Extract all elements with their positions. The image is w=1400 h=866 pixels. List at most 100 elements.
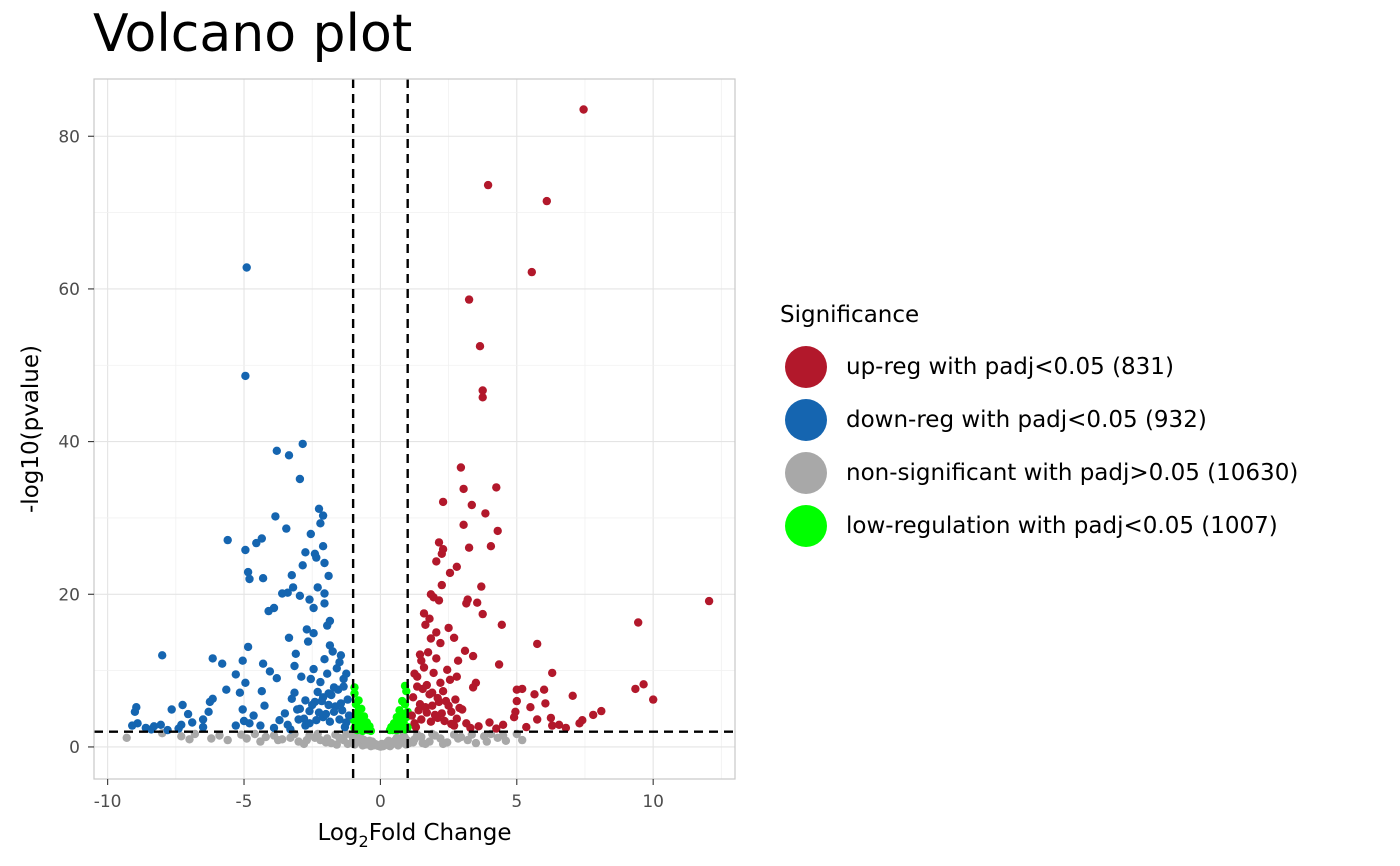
data-point <box>215 731 224 740</box>
data-point <box>321 709 331 719</box>
data-point <box>318 542 328 551</box>
data-point <box>303 637 313 646</box>
data-point <box>353 732 362 741</box>
data-point <box>336 651 346 660</box>
data-points <box>122 105 714 751</box>
data-point <box>460 646 470 655</box>
data-point <box>291 649 300 658</box>
data-point <box>256 721 265 730</box>
data-point <box>243 642 253 652</box>
data-point <box>342 669 351 678</box>
data-point <box>241 545 250 555</box>
data-point <box>147 725 156 734</box>
data-point <box>306 529 315 539</box>
data-point <box>282 524 291 533</box>
data-point <box>287 694 296 703</box>
legend-label-up-reg: up-reg with padj<0.05 (831) <box>846 353 1174 380</box>
data-point <box>316 519 325 528</box>
data-point <box>288 583 298 592</box>
data-point <box>245 719 254 728</box>
data-point <box>497 620 506 629</box>
data-point <box>313 583 322 592</box>
data-point <box>328 647 337 656</box>
data-point <box>323 621 332 630</box>
data-point <box>128 721 137 730</box>
data-point <box>163 725 172 735</box>
data-point <box>459 520 468 529</box>
data-point <box>284 633 294 642</box>
data-point <box>231 721 240 730</box>
data-point <box>539 685 549 694</box>
data-point <box>238 656 247 665</box>
data-point <box>453 734 463 743</box>
y-tick-label: 0 <box>69 738 80 758</box>
data-point <box>243 567 253 577</box>
data-point <box>423 648 433 657</box>
data-point <box>437 549 446 558</box>
data-point <box>198 722 208 732</box>
data-point <box>312 716 321 725</box>
data-point <box>257 534 266 543</box>
data-point <box>287 571 296 580</box>
data-point <box>436 678 445 687</box>
data-point <box>208 654 217 663</box>
data-point <box>316 677 325 687</box>
data-point <box>447 719 456 729</box>
data-point <box>561 723 571 733</box>
data-point <box>324 700 333 710</box>
data-point <box>445 675 455 684</box>
data-point <box>428 701 437 710</box>
legend-item-up-reg: up-reg with padj<0.05 (831) <box>780 340 1298 393</box>
data-point <box>432 557 441 566</box>
data-point <box>421 620 430 629</box>
data-point <box>437 580 446 590</box>
data-point <box>359 721 369 730</box>
data-point <box>339 682 348 691</box>
data-point <box>238 705 247 714</box>
data-point <box>467 500 476 510</box>
y-axis-title: -log10(pvalue) <box>18 345 44 513</box>
data-point <box>158 651 167 660</box>
data-point <box>342 729 351 739</box>
data-point <box>468 651 478 661</box>
data-point <box>468 683 478 692</box>
data-point <box>290 661 299 671</box>
data-point <box>527 267 536 277</box>
data-point <box>437 709 446 718</box>
data-point <box>483 180 493 190</box>
data-point <box>324 571 333 581</box>
data-point <box>122 733 131 742</box>
data-point <box>265 667 275 676</box>
data-point <box>293 705 302 714</box>
y-tick-label: 40 <box>58 433 80 453</box>
data-point <box>485 718 494 727</box>
data-point <box>257 687 266 696</box>
x-axis-title-subscript: 2 <box>359 832 369 851</box>
data-point <box>271 512 280 521</box>
data-point <box>546 713 556 723</box>
data-point <box>415 650 425 659</box>
data-point <box>329 707 339 716</box>
data-point <box>410 669 419 678</box>
data-point <box>459 484 468 494</box>
data-point <box>481 509 490 518</box>
data-point <box>344 711 354 720</box>
data-point <box>548 668 557 678</box>
data-point <box>477 582 486 591</box>
data-point <box>354 696 363 705</box>
data-point <box>223 735 232 745</box>
data-point <box>130 707 140 716</box>
data-point <box>305 595 314 604</box>
data-point <box>241 678 250 687</box>
data-point <box>492 724 501 733</box>
x-axis-title: Log2Fold Change <box>317 820 511 851</box>
data-point <box>440 716 449 726</box>
data-point <box>245 574 254 584</box>
data-point <box>275 716 284 725</box>
legend-label-low-regulation: low-regulation with padj<0.05 (1007) <box>846 512 1278 539</box>
data-point <box>325 717 335 726</box>
data-point <box>318 693 328 702</box>
data-point <box>299 714 309 723</box>
data-point <box>419 609 429 618</box>
